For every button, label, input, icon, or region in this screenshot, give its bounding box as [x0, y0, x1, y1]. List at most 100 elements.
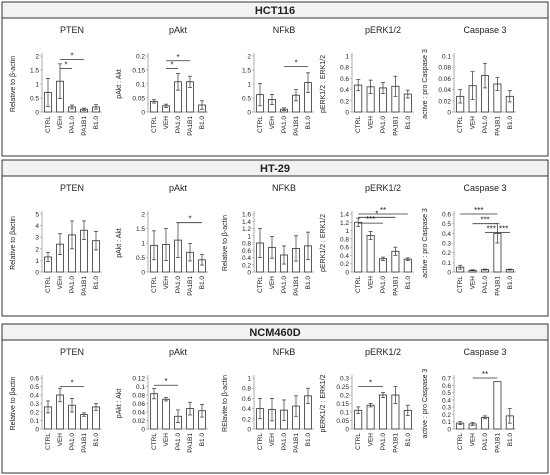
y-tick-label: 0 — [447, 270, 451, 277]
significance-label: * — [164, 377, 167, 386]
y-tick-label: 0.05 — [336, 418, 349, 425]
significance-label: * — [64, 61, 67, 70]
y-tick-label: 0.2 — [340, 261, 349, 268]
x-tick-label: PA1B1 — [187, 433, 194, 453]
y-tick-label: 0.4 — [340, 253, 349, 260]
chart-1-4: Caspase 3 0 0.1 0.2 0.3 0.4 0.5 0.6 active : pro… — [422, 183, 516, 296]
y-tick-label: 0 — [247, 270, 251, 277]
x-tick-label: CTRL — [457, 116, 464, 133]
panel-0: HCT116 PTEN 0 0.5 1 1.5 2 Relative to β-actin CT… — [1, 1, 549, 157]
y-tick-label: 0 — [345, 270, 349, 277]
x-tick-label: CTRL — [45, 433, 52, 450]
y-axis-label: RElavite to β-actin — [222, 375, 229, 432]
chart-title: Caspase 3 — [463, 183, 506, 193]
y-tick-label: 1.2 — [242, 226, 251, 233]
significance-label: ** — [482, 370, 488, 379]
y-tick-label: 0.5 — [442, 390, 451, 397]
chart-1-0: PTEN 0 1 2 3 4 5 Relative to βactin CTRL VEH PA1.0… — [10, 183, 102, 296]
y-tick-label: 0.1 — [442, 54, 451, 61]
x-tick-label: PA1.0 — [482, 116, 489, 134]
x-tick-label: B1.0 — [405, 116, 412, 130]
panel-title-bar — [1, 159, 549, 177]
significance-label: *** — [366, 215, 375, 224]
y-tick-label: 2 — [141, 212, 145, 219]
x-tick-label: PA1B1 — [392, 116, 399, 136]
chart-title: NFkB — [273, 347, 296, 357]
y-tick-label: 0.15 — [132, 68, 145, 75]
x-tick-label: VEH — [269, 276, 276, 290]
x-tick-label: B1.0 — [305, 433, 312, 447]
y-tick-label: 1.4 — [340, 212, 349, 219]
y-tick-label: 1.5 — [30, 68, 39, 75]
bar — [403, 258, 412, 273]
chart-title: pAkt — [169, 347, 188, 357]
y-tick-label: 0.2 — [242, 416, 251, 423]
y-tick-label: 0.1 — [442, 419, 451, 426]
x-tick-label: CTRL — [355, 116, 362, 133]
y-tick-label: 0.4 — [442, 231, 451, 238]
x-tick-label: CTRL — [257, 433, 264, 450]
bar — [366, 404, 375, 430]
y-tick-label: 1 — [247, 233, 251, 240]
x-tick-label: PA1B1 — [293, 276, 300, 296]
significance-label: * — [70, 52, 73, 61]
x-tick-label: B1.0 — [93, 433, 100, 447]
x-tick-label: B1.0 — [93, 276, 100, 290]
y-tick-label: 0.5 — [30, 96, 39, 103]
y-tick-label: 0.8 — [242, 386, 251, 393]
x-tick-label: B1.0 — [507, 276, 514, 290]
significance-label: *** — [499, 224, 508, 233]
y-tick-label: 1 — [345, 54, 349, 61]
y-axis-label: pAkt : Akt — [116, 228, 123, 258]
chart-0-1: pAkt 0 0.05 0.1 0.15 0.2 pAkt : Akt CTRL VEH PA1.… — [116, 25, 208, 136]
x-tick-label: PA1.0 — [482, 276, 489, 294]
chart-1-3: pERK1/2 0 0.20.40.6 0.811.21.4 pERK1/2 : ERK… — [320, 183, 414, 296]
y-tick-label: 0.7 — [442, 376, 451, 383]
y-tick-label: 0.6 — [442, 212, 451, 219]
x-tick-label: PA1.0 — [281, 276, 288, 294]
significance-label: * — [294, 59, 297, 68]
y-tick-label: 0.4 — [442, 397, 451, 404]
y-tick-label: 0.06 — [132, 401, 145, 408]
x-tick-label: PA1B1 — [81, 433, 88, 453]
y-tick-label: 1 — [141, 241, 145, 248]
x-tick-label: CTRL — [257, 116, 264, 133]
bar — [366, 235, 375, 273]
y-tick-label: 0.8 — [242, 241, 251, 248]
x-tick-label: PA1B1 — [494, 433, 501, 453]
y-tick-label: 0.2 — [340, 98, 349, 105]
x-tick-label: PA1.0 — [380, 433, 387, 451]
x-tick-label: PA1.0 — [281, 433, 288, 451]
y-tick-label: 0.4 — [340, 87, 349, 94]
y-tick-label: 0.4 — [242, 255, 251, 262]
y-tick-label: 0 — [447, 110, 451, 117]
y-tick-label: 0.08 — [438, 65, 451, 72]
y-tick-label: 0.05 — [132, 96, 145, 103]
y-tick-label: 0.08 — [132, 393, 145, 400]
y-tick-label: 0 — [345, 110, 349, 117]
y-axis-label: Relative to βactin — [10, 376, 17, 430]
x-tick-label: B1.0 — [305, 116, 312, 130]
y-tick-label: 0.4 — [242, 406, 251, 413]
y-tick-label: 5 — [35, 212, 39, 219]
bar — [379, 394, 387, 430]
y-tick-label: 0 — [247, 110, 251, 117]
y-tick-label: 2 — [35, 246, 39, 253]
y-tick-label: 1 — [345, 228, 349, 235]
y-tick-label: 2 — [247, 54, 251, 61]
y-tick-label: 0 — [141, 427, 145, 434]
chart-0-4: Caspase 3 0 0.02 0.04 0.06 0.08 0.1 active : pr… — [422, 25, 516, 136]
y-tick-label: 1 — [35, 258, 39, 265]
x-tick-label: PA1B1 — [392, 276, 399, 296]
y-tick-label: 0.8 — [340, 236, 349, 243]
y-tick-label: 0 — [247, 427, 251, 434]
y-axis-label: active : pro Caspase 3 — [422, 369, 429, 439]
significance-label: * — [369, 379, 372, 388]
significance-label: * — [170, 61, 173, 70]
y-tick-label: 0.5 — [442, 221, 451, 228]
panel-1: HT-29 PTEN 0 1 2 3 4 5 Relative to βactin CTRL VEH… — [1, 159, 549, 317]
y-tick-label: 0.1 — [442, 260, 451, 267]
y-tick-label: 0.2 — [442, 412, 451, 419]
x-tick-label: VEH — [368, 276, 375, 290]
x-tick-label: VEH — [57, 116, 64, 130]
